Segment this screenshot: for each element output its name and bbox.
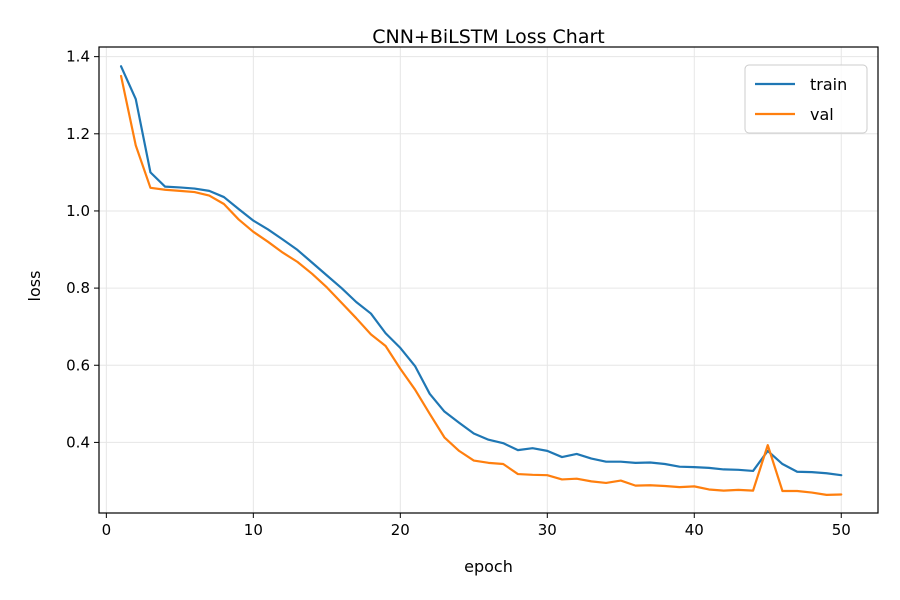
y-tick-label: 0.8 bbox=[66, 279, 90, 297]
y-axis-label: loss bbox=[25, 271, 44, 302]
legend-label-val: val bbox=[810, 105, 834, 124]
y-tick-label: 1.0 bbox=[66, 202, 90, 220]
chart-title: CNN+BiLSTM Loss Chart bbox=[372, 26, 605, 48]
grid bbox=[99, 47, 878, 513]
x-tick-label: 50 bbox=[832, 521, 851, 539]
x-tick-label: 0 bbox=[102, 521, 112, 539]
x-tick-label: 20 bbox=[391, 521, 410, 539]
x-tick-label: 40 bbox=[685, 521, 704, 539]
x-tick-label: 10 bbox=[244, 521, 263, 539]
plot-area-frame bbox=[98, 46, 879, 514]
y-tick-label: 0.6 bbox=[66, 356, 90, 374]
legend-box bbox=[744, 64, 868, 134]
axis-ticks: 0 10 20 30 40 50 0.4 0.6 0.8 1.0 1.2 1.4 bbox=[66, 48, 851, 539]
y-tick-label: 1.2 bbox=[66, 125, 90, 143]
y-tick-label: 1.4 bbox=[66, 48, 90, 66]
x-axis-label: epoch bbox=[464, 557, 513, 576]
legend: train val bbox=[744, 64, 868, 134]
x-tick-label: 30 bbox=[538, 521, 557, 539]
series-lines bbox=[119, 65, 843, 496]
series-line-train bbox=[119, 65, 843, 477]
y-tick-label: 0.4 bbox=[66, 433, 90, 451]
legend-label-train: train bbox=[810, 75, 847, 94]
series-line-val bbox=[119, 74, 843, 496]
